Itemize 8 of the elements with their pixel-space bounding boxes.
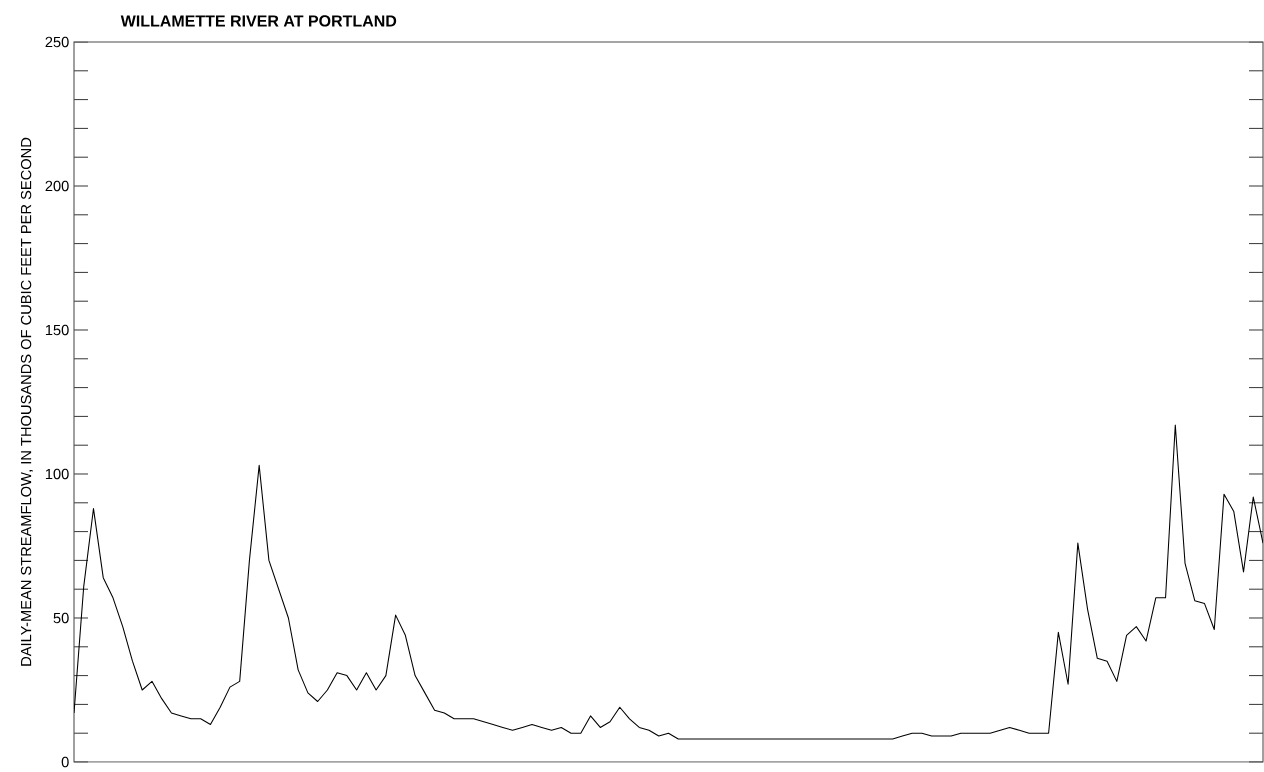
chart-title: WILLAMETTE RIVER AT PORTLAND: [120, 15, 397, 27]
y-tick-label: 50: [53, 612, 69, 624]
y-tick-label: 100: [45, 468, 69, 480]
y-axis-title: DAILY-MEAN STREAMFLOW, IN THOUSANDS OF CUBIC FEET PER SECOND: [20, 137, 33, 666]
y-tick-label: 150: [45, 324, 69, 336]
y-tick-label: 200: [45, 180, 69, 192]
y-tick-label: 250: [45, 36, 69, 48]
y-tick-label: 0: [61, 756, 69, 768]
